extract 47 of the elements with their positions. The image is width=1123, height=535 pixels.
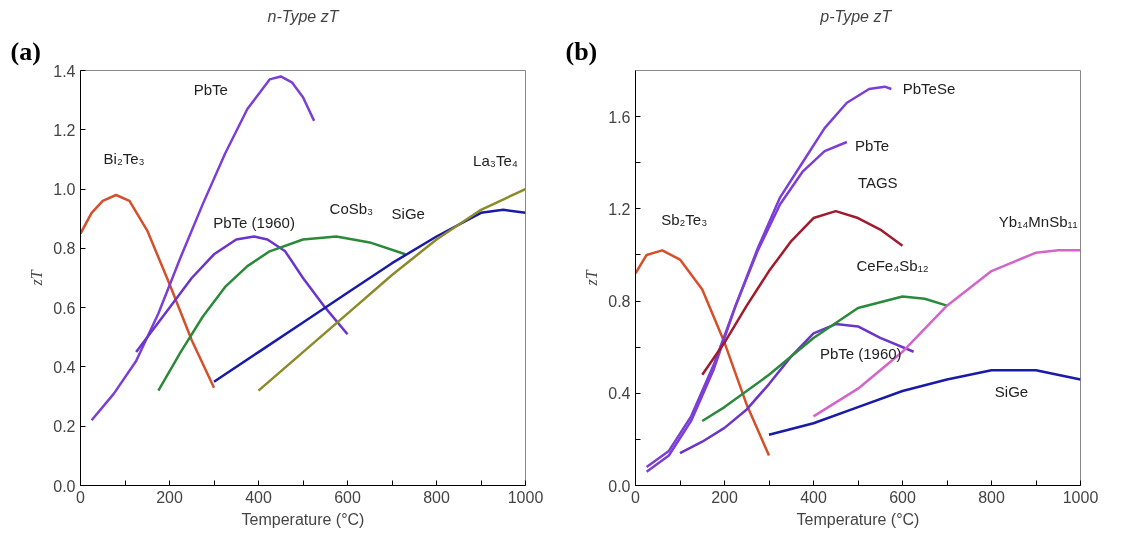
series-label: PbTe (1960) <box>213 213 295 231</box>
y-tick-label: 1.0 <box>53 181 76 199</box>
x-tick-label: 400 <box>245 488 272 506</box>
y-tick-label: 0.8 <box>608 293 631 311</box>
series-label: PbTeSe <box>902 79 956 97</box>
x-tick-label: 200 <box>711 488 738 506</box>
series-label: PbTe <box>193 81 228 99</box>
series-label: Yb₁₄MnSb₁₁ <box>998 213 1078 231</box>
series-label: CeFe₄Sb₁₂ <box>856 257 929 275</box>
y-tick-label: 0.8 <box>53 240 76 258</box>
x-tick-label: 1000 <box>507 488 544 506</box>
series-label: Sb₂Te₃ <box>661 211 708 229</box>
y-tick-label: 1.2 <box>53 121 76 139</box>
y-tick-label: 0.4 <box>608 385 631 403</box>
x-axis-title: Temperature (°C) <box>241 510 365 528</box>
y-tick-label: 0.4 <box>53 358 76 376</box>
x-tick-label: 800 <box>978 488 1005 506</box>
text: Bi₂Te₃ <box>103 150 145 167</box>
chart-title: p-Type zT <box>819 7 893 25</box>
y-tick-label: 1.4 <box>53 62 76 80</box>
series-label: La₃Te₄ <box>473 152 518 170</box>
series-label: PbTe (1960) <box>819 345 902 363</box>
y-tick-label: 0.2 <box>53 418 76 436</box>
series-label: SiGe <box>391 204 425 222</box>
series-label: CoSb₃ <box>329 199 374 217</box>
text: (b) <box>565 36 598 66</box>
y-axis-title: zT <box>583 269 601 287</box>
x-tick-label: 0 <box>631 488 641 506</box>
x-tick-label: 800 <box>423 488 450 506</box>
x-tick-label: 200 <box>156 488 183 506</box>
series-label: PbTe <box>854 136 890 154</box>
x-tick-label: 600 <box>334 488 361 506</box>
series-label: SiGe <box>994 383 1029 401</box>
y-tick-label: 1.6 <box>608 108 631 126</box>
series-label: TAGS <box>857 174 898 192</box>
text: (a) <box>10 36 41 66</box>
y-tick-label: 0.6 <box>53 299 76 317</box>
x-tick-label: 400 <box>800 488 827 506</box>
x-tick-label: 600 <box>889 488 916 506</box>
y-tick-label: 0.0 <box>53 477 76 495</box>
x-tick-label: 0 <box>76 488 86 506</box>
y-tick-label: 0.0 <box>608 477 631 495</box>
y-tick-label: 1.2 <box>608 200 631 218</box>
x-axis-title: Temperature (°C) <box>796 510 920 528</box>
y-axis-title: zT <box>28 269 46 287</box>
x-tick-label: 1000 <box>1062 488 1099 506</box>
chart-title: n-Type zT <box>267 7 340 25</box>
